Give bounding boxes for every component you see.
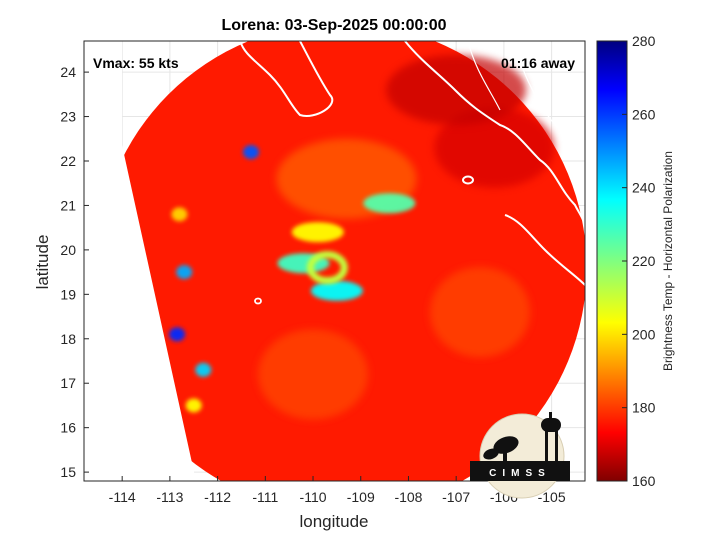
y-axis-label: latitude: [33, 235, 52, 290]
warm-patch: [430, 267, 531, 358]
cimss-logo-text: CIMSS: [489, 468, 551, 479]
colorbar-label: Brightness Temp - Horizontal Polarizatio…: [661, 151, 675, 371]
x-tick-label: -111: [252, 489, 278, 505]
colorbar-tick-label: 240: [632, 180, 656, 196]
x-tick-label: -110: [300, 489, 327, 505]
rainband: [363, 193, 416, 214]
y-tick-label: 15: [60, 464, 76, 480]
y-tick-label: 23: [60, 109, 76, 125]
x-tick-label: -114: [109, 489, 136, 505]
convective-cell: [169, 327, 186, 342]
colorbar-tick-label: 280: [632, 33, 656, 49]
colorbar-tick-label: 160: [632, 473, 656, 489]
colorbar-tick-label: 260: [632, 106, 656, 122]
axes-box: [83, 40, 586, 482]
convective-cell: [171, 207, 188, 222]
convective-cell: [195, 362, 212, 377]
x-tick-label: -105: [538, 489, 566, 505]
rainband: [291, 222, 344, 243]
cimss-logo: CIMSS: [470, 412, 570, 499]
convective-cell: [185, 398, 202, 413]
x-tick-label: -107: [442, 489, 470, 505]
x-tick-label: -113: [156, 489, 183, 505]
y-tick-label: 22: [60, 153, 76, 169]
x-tick-labels: -114 -113 -112 -111 -110 -109 -108 -107 -106 -105: [109, 489, 566, 505]
time-away-annotation: 01:16 away: [501, 55, 575, 71]
y-tick-labels: 15 16 17 18 19 20 21 22 23 24: [60, 64, 76, 480]
x-axis-label: longitude: [299, 512, 368, 531]
x-tick-label: -109: [347, 489, 375, 505]
y-tick-label: 17: [60, 375, 76, 391]
chart-title: Lorena: 03-Sep-2025 00:00:00: [222, 17, 447, 34]
y-tick-label: 18: [60, 331, 76, 347]
y-tick-label: 19: [60, 286, 76, 302]
y-tick-label: 20: [60, 242, 76, 258]
y-tick-label: 24: [60, 64, 76, 80]
convective-cell: [243, 145, 259, 160]
eye-ring: [306, 251, 348, 285]
warm-patch: [258, 329, 369, 420]
coastline: [239, 41, 585, 305]
swath-edge-mask: [84, 41, 196, 481]
y-tick-label: 16: [60, 420, 76, 436]
vmax-annotation: Vmax: 55 kts: [93, 55, 179, 71]
y-tick-label: 21: [60, 197, 76, 213]
eyewall-band: [310, 280, 363, 301]
colorbar-ticks: 160 180 200 220 240 260 280: [622, 33, 656, 489]
colorbar-tick-label: 200: [632, 326, 656, 342]
x-tick-label: -112: [204, 489, 231, 505]
colorbar-tick-label: 220: [632, 253, 656, 269]
warm-patch: [434, 107, 555, 188]
colorbar-tick-label: 180: [632, 400, 656, 416]
microwave-swath: [84, 41, 585, 481]
x-tick-label: -108: [394, 489, 422, 505]
convective-cell: [176, 265, 193, 280]
